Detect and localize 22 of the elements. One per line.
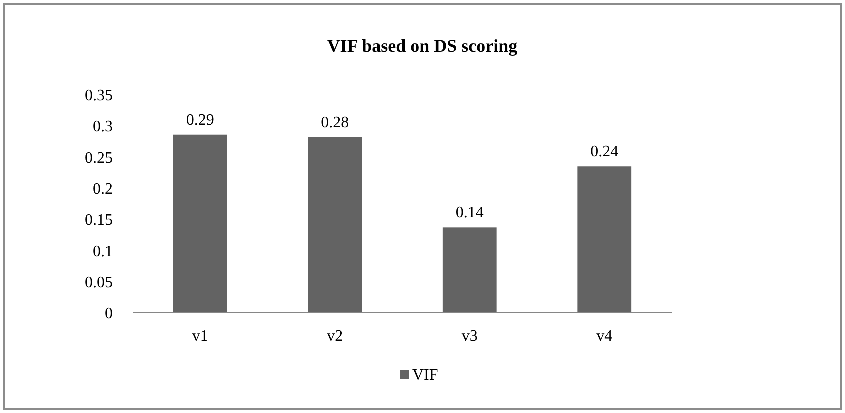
bar — [578, 166, 632, 313]
y-tick-label: 0 — [105, 306, 113, 323]
bar — [308, 137, 362, 313]
bar — [173, 134, 228, 313]
data-label: 0.28 — [321, 114, 350, 132]
y-tick-label: 0.35 — [85, 88, 113, 105]
data-label: 0.14 — [456, 204, 484, 222]
data-label: 0.29 — [186, 112, 214, 129]
y-tick-label: 0.25 — [85, 150, 113, 167]
x-tick-label: v1 — [192, 328, 208, 345]
y-tick-label: 0.15 — [85, 212, 113, 230]
data-label: 0.24 — [590, 144, 619, 161]
x-tick-label: v3 — [462, 328, 478, 345]
x-tick-label: v2 — [327, 328, 344, 345]
bar — [442, 228, 497, 313]
y-tick-label: 0.05 — [85, 274, 113, 292]
legend-label: VIF — [412, 367, 438, 384]
x-tick-label: v4 — [596, 328, 613, 345]
chart-title: VIF based on DS scoring — [327, 36, 518, 56]
y-tick-label: 0.3 — [93, 118, 113, 136]
y-tick-label: 0.2 — [93, 181, 113, 198]
y-tick-label: 0.1 — [93, 243, 113, 260]
